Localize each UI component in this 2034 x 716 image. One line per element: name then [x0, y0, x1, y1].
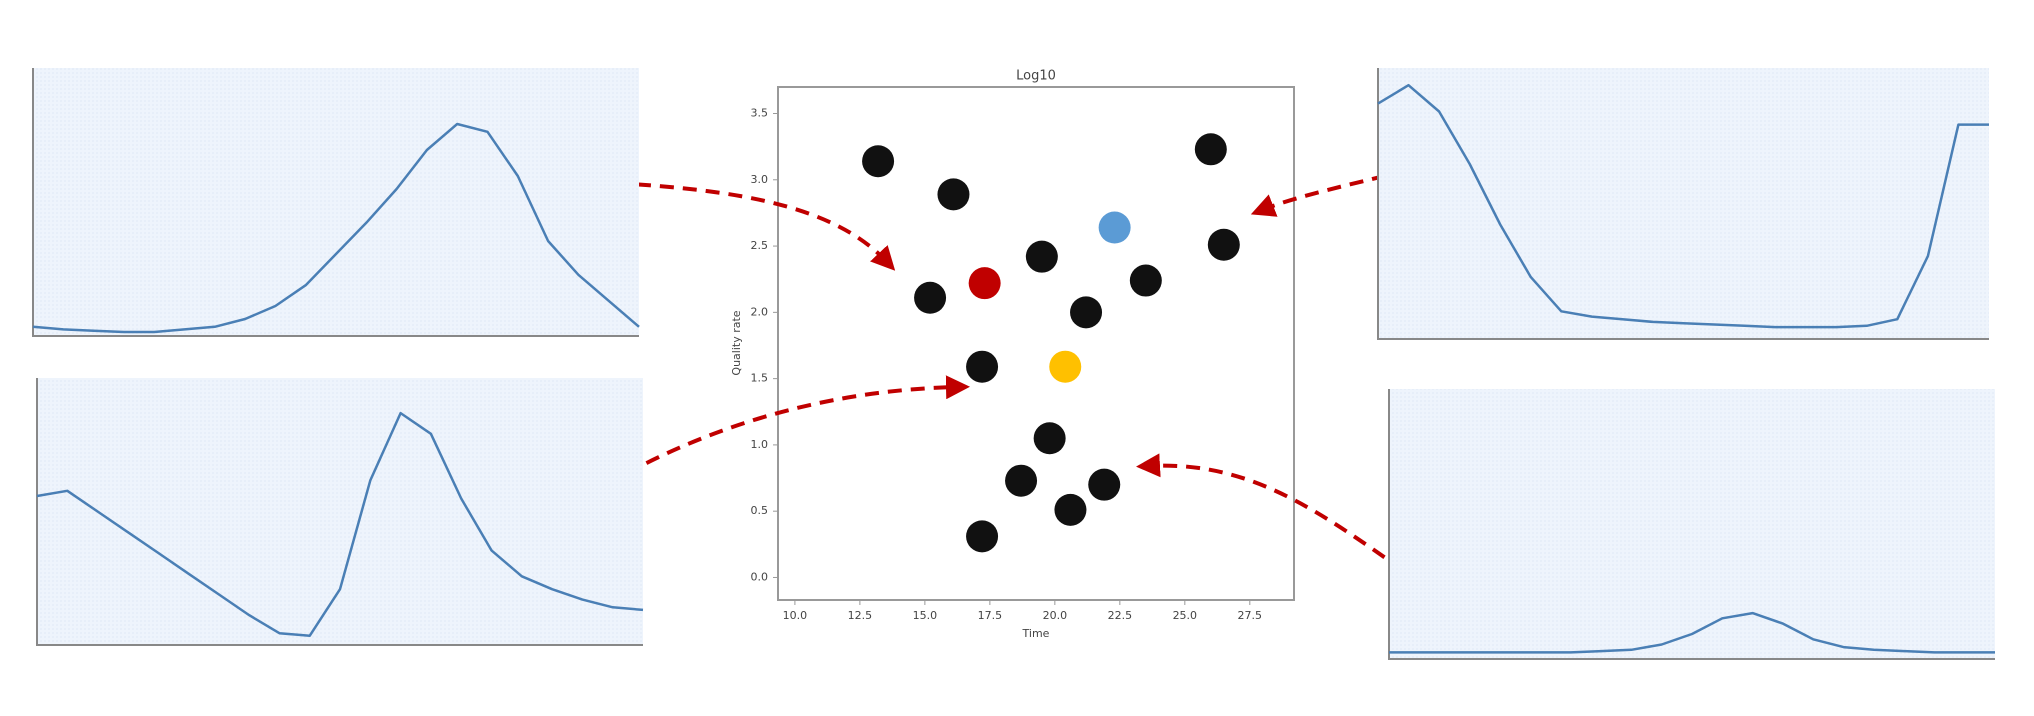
x-tick-label: 17.5: [978, 609, 1003, 622]
x-tick-label: 25.0: [1173, 609, 1198, 622]
x-tick-label: 12.5: [848, 609, 873, 622]
chart-title: Log10: [1016, 69, 1056, 84]
panel-background: [37, 378, 643, 645]
y-tick-label: 1.0: [751, 438, 769, 451]
scatter-point: [966, 350, 999, 383]
scatter-point: [1049, 350, 1082, 383]
arrow: [521, 177, 896, 271]
y-tick-label: 3.5: [751, 107, 769, 120]
y-tick-label: 0.5: [751, 504, 769, 517]
scatter-point: [862, 145, 895, 178]
x-tick-label: 27.5: [1238, 609, 1263, 622]
scatter-point: [1207, 228, 1240, 261]
plot-frame: [777, 86, 1295, 601]
line: [36, 411, 644, 638]
axis-line: [1388, 389, 1995, 660]
line: [1377, 83, 1989, 329]
arrow: [604, 375, 970, 487]
scatter-point: [937, 178, 970, 211]
x-axis-label: Time: [1022, 627, 1050, 640]
scatter-point: [1194, 133, 1227, 166]
x-tick-label: 22.5: [1108, 609, 1133, 622]
panel-background: [33, 68, 639, 336]
line: [32, 122, 640, 334]
y-tick-label: 0.0: [751, 570, 769, 583]
y-tick-label: 3.0: [751, 173, 769, 186]
x-tick-label: 15.0: [913, 609, 938, 622]
scatter-point: [966, 520, 999, 553]
scatter-point: [1129, 264, 1162, 297]
y-axis-label: Quality rate: [730, 310, 743, 375]
y-tick-label: 2.0: [751, 305, 769, 318]
y-tick-label: 1.5: [751, 372, 769, 385]
axis-line: [1377, 68, 1989, 340]
scatter-point: [1054, 493, 1087, 526]
scatter-point: [1098, 211, 1131, 244]
axis-line: [32, 68, 639, 337]
x-tick-label: 10.0: [783, 609, 808, 622]
scatter-point: [968, 267, 1001, 300]
y-tick-label: 2.5: [751, 239, 769, 252]
panel-background: [1378, 68, 1989, 339]
scatter-point: [1005, 464, 1038, 497]
arrow: [1250, 168, 1409, 217]
scatter-point: [914, 281, 947, 314]
x-tick-label: 20.0: [1043, 609, 1068, 622]
panel-background: [1389, 389, 1995, 659]
scatter-point: [1025, 240, 1058, 273]
scatter-point: [1088, 468, 1121, 501]
line: [1389, 611, 1995, 654]
scatter-point: [1033, 422, 1066, 455]
axis-line: [36, 378, 643, 646]
scatter-point: [1070, 296, 1103, 329]
